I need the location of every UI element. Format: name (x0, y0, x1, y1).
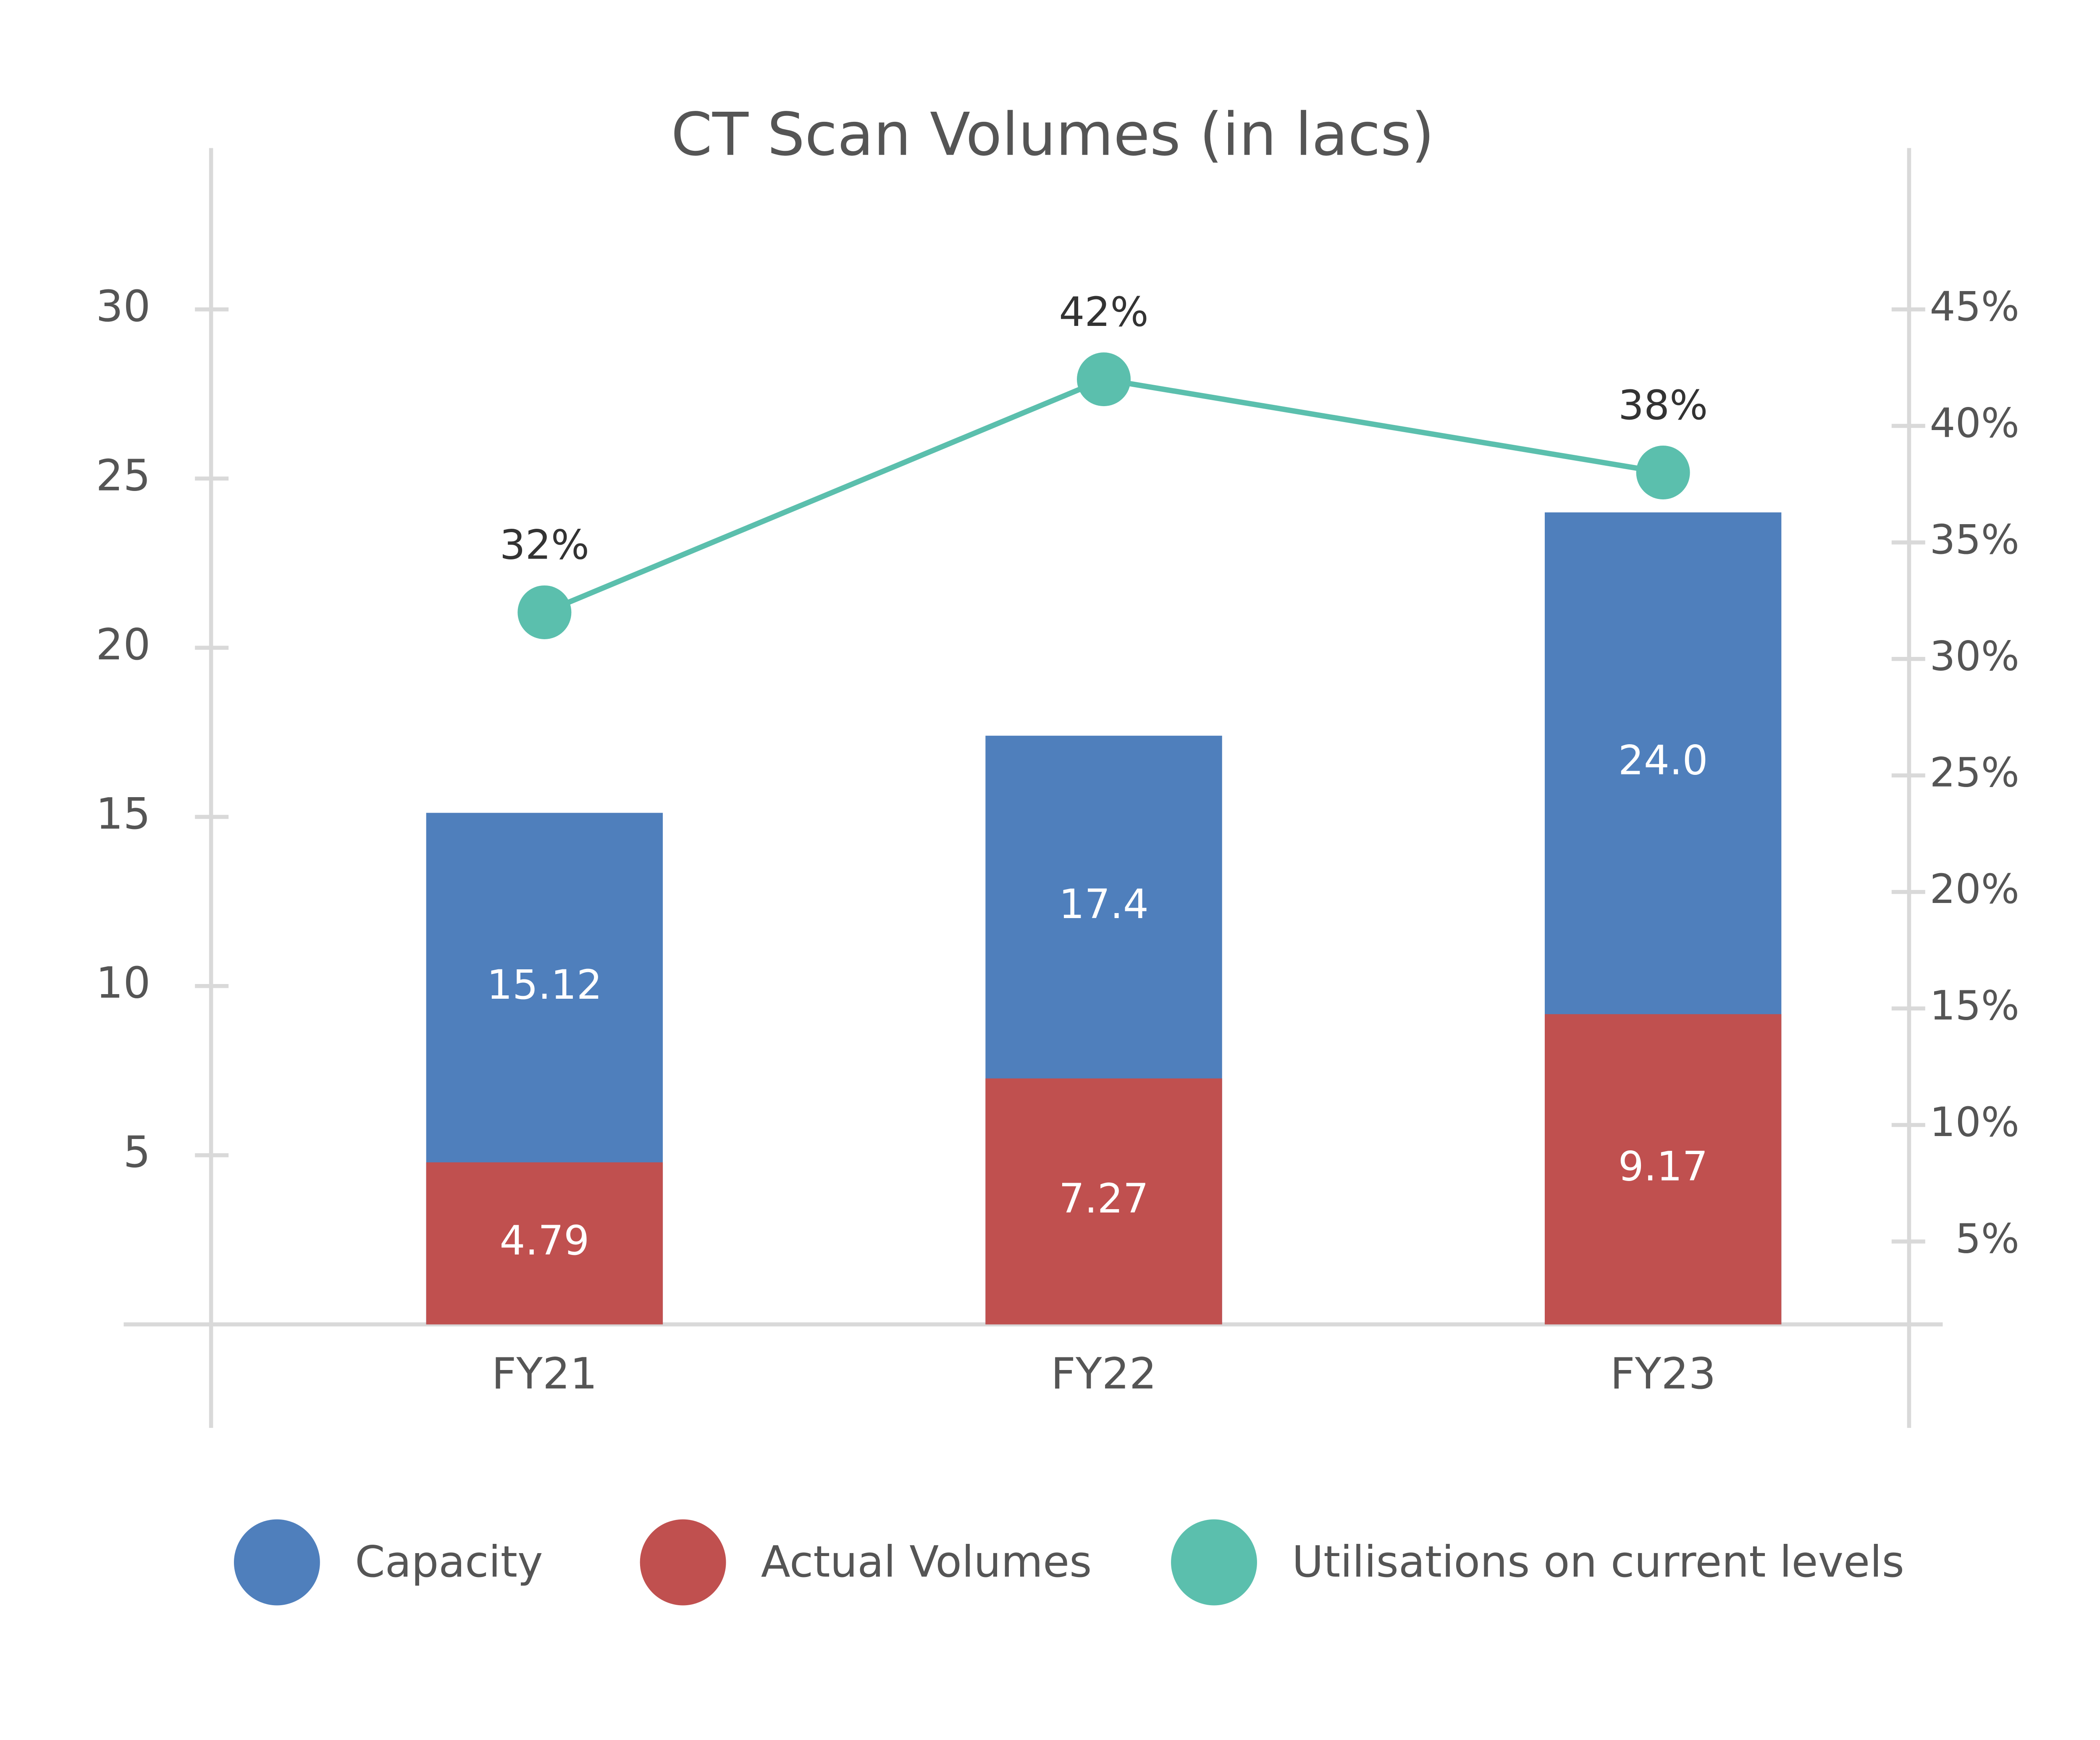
y-tick-label: 5 (123, 1127, 150, 1177)
bar (426, 1162, 663, 1325)
x-tick-label: FY22 (1051, 1349, 1157, 1399)
y2-tick-label: 20% (1930, 866, 2019, 913)
data-label: 38% (1618, 382, 1708, 429)
y2-tick-label: 5% (1956, 1215, 2019, 1262)
data-label: 4.79 (500, 1217, 590, 1264)
y2-tick-label: 15% (1930, 982, 2019, 1029)
y2-tick-label: 35% (1930, 516, 2019, 563)
y-tick-label: 25 (96, 451, 150, 501)
legend-swatch (234, 1519, 320, 1606)
data-label: 32% (500, 522, 589, 569)
x-tick-label: FY23 (1610, 1349, 1716, 1399)
data-label: 9.17 (1618, 1143, 1708, 1190)
y2-tick-label: 45% (1930, 283, 2019, 330)
y-tick-label: 15 (96, 789, 150, 839)
line-point (1636, 446, 1690, 500)
data-label: 17.4 (1059, 881, 1149, 928)
legend-swatch (640, 1519, 726, 1606)
legend-label: Actual Volumes (761, 1537, 1092, 1587)
legend-swatch (1171, 1519, 1257, 1606)
y2-tick-label: 40% (1930, 399, 2019, 446)
line-point (517, 585, 572, 639)
y-tick-label: 30 (96, 282, 150, 332)
y2-tick-label: 25% (1930, 749, 2019, 796)
y2-tick-label: 10% (1930, 1099, 2019, 1146)
x-tick-label: FY21 (492, 1349, 598, 1399)
bar (985, 1078, 1222, 1325)
bar (1544, 1014, 1782, 1325)
y2-tick-label: 30% (1930, 632, 2019, 680)
legend-label: Capacity (355, 1537, 543, 1587)
y-tick-label: 20 (96, 620, 150, 670)
data-label: 24.0 (1618, 737, 1708, 784)
y-tick-label: 10 (96, 958, 150, 1008)
line-point (1077, 352, 1131, 407)
data-label: 42% (1059, 289, 1148, 336)
data-label: 15.12 (487, 961, 602, 1008)
data-label: 7.27 (1059, 1175, 1149, 1222)
chart-title: CT Scan Volumes (in lacs) (671, 100, 1434, 169)
legend-label: Utilisations on current levels (1292, 1537, 1904, 1587)
